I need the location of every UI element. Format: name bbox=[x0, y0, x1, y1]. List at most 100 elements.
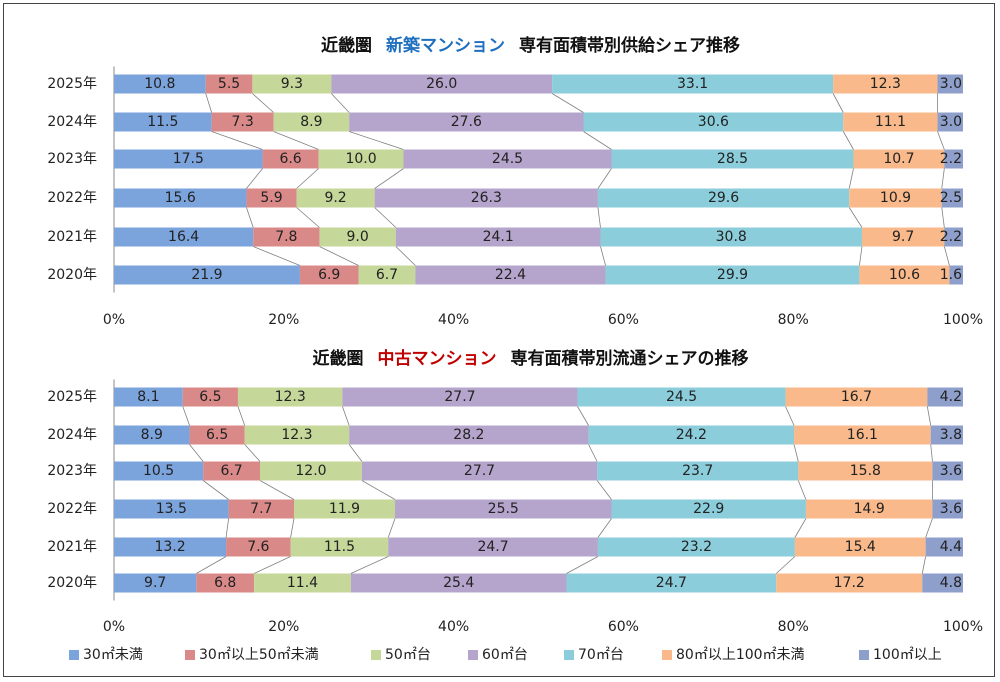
category-label: 2023年 bbox=[47, 151, 97, 167]
series-connector-line bbox=[225, 518, 230, 538]
series-connector-line bbox=[588, 444, 598, 462]
series-connector-line bbox=[253, 556, 291, 574]
bar-segment bbox=[600, 227, 862, 247]
data-label: 3.6 bbox=[940, 463, 962, 479]
data-label: 11.1 bbox=[875, 114, 906, 130]
bar-segment bbox=[290, 537, 389, 557]
data-label: 26.3 bbox=[471, 190, 502, 206]
x-tick-label: 40% bbox=[438, 312, 469, 328]
bar-segment bbox=[196, 573, 255, 593]
data-label: 14.9 bbox=[854, 501, 885, 517]
legend-item-label: 30㎡以上50㎡未満 bbox=[199, 647, 319, 663]
data-label: 29.6 bbox=[708, 190, 739, 206]
data-label: 15.4 bbox=[845, 539, 876, 555]
data-label: 2.2 bbox=[940, 151, 962, 167]
data-label: 24.7 bbox=[477, 539, 508, 555]
data-label: 6.5 bbox=[199, 389, 221, 405]
legend-item-label: 70㎡台 bbox=[578, 647, 624, 663]
data-label: 7.6 bbox=[247, 539, 269, 555]
data-label: 10.6 bbox=[889, 267, 920, 283]
data-label: 16.1 bbox=[847, 427, 878, 443]
legend-swatch bbox=[662, 650, 672, 660]
series-connector-line bbox=[930, 444, 933, 462]
series-connector-line bbox=[921, 556, 927, 574]
chart-1: 近畿圏 新築マンション 専有面積帯別供給シェア推移 2025年 10.8 5.5 9.3 26… bbox=[47, 35, 983, 328]
data-label: 16.7 bbox=[841, 389, 872, 405]
bar-segment bbox=[253, 227, 320, 247]
data-label: 7.8 bbox=[275, 229, 297, 245]
legend: 30㎡未満 30㎡以上50㎡未満 50㎡台 60㎡台 70㎡台 80㎡以上100㎡未満 10… bbox=[69, 647, 942, 663]
data-label: 10.5 bbox=[143, 463, 174, 479]
series-connector-line bbox=[566, 556, 599, 574]
bar-segment bbox=[932, 499, 963, 519]
bar-segment bbox=[182, 387, 238, 407]
data-label: 24.2 bbox=[676, 427, 707, 443]
data-label: 9.7 bbox=[892, 229, 914, 245]
bar-segment bbox=[349, 112, 584, 132]
bar-segment bbox=[299, 265, 359, 285]
series-connector-line bbox=[296, 168, 319, 189]
series-connector-line bbox=[342, 406, 350, 426]
data-label: 23.7 bbox=[682, 463, 713, 479]
bar-segment bbox=[114, 74, 206, 94]
bar-segment bbox=[597, 188, 850, 208]
series-connector-line bbox=[244, 444, 261, 462]
legend-swatch bbox=[564, 650, 574, 660]
bar-segment bbox=[927, 387, 963, 407]
data-label: 6.7 bbox=[220, 463, 242, 479]
data-label: 28.2 bbox=[453, 427, 484, 443]
series-connector-line bbox=[597, 168, 612, 189]
series-connector-line bbox=[319, 246, 359, 266]
data-label: 27.6 bbox=[451, 114, 482, 130]
data-label: 3.8 bbox=[940, 427, 962, 443]
category-label: 2024年 bbox=[47, 427, 97, 443]
series-connector-line bbox=[600, 246, 606, 266]
data-label: 17.2 bbox=[834, 575, 865, 591]
series-connector-line bbox=[296, 207, 320, 228]
data-label: 6.6 bbox=[279, 151, 301, 167]
bar-segment bbox=[114, 188, 247, 208]
bar-segment bbox=[114, 573, 197, 593]
chart-title-accent: 新築マンション bbox=[386, 35, 505, 56]
bar-segment bbox=[949, 265, 963, 285]
bar-segment bbox=[395, 227, 601, 247]
chart-title: 近畿圏 中古マンション 専有面積帯別流通シェアの推移 bbox=[313, 348, 749, 369]
chart-title-suffix: 専有面積帯別流通シェアの推移 bbox=[511, 348, 749, 369]
series-connector-line bbox=[785, 406, 795, 426]
data-label: 1.6 bbox=[940, 267, 962, 283]
series-connector-line bbox=[926, 406, 932, 426]
data-label: 8.1 bbox=[137, 389, 159, 405]
bar-segment bbox=[254, 573, 351, 593]
data-label: 12.0 bbox=[295, 463, 326, 479]
data-label: 9.7 bbox=[144, 575, 166, 591]
bar-segment bbox=[361, 461, 598, 481]
series-connector-line bbox=[937, 131, 945, 150]
bar-segment bbox=[260, 461, 362, 481]
x-tick-label: 60% bbox=[608, 312, 639, 328]
bar-segment bbox=[552, 74, 834, 94]
category-label: 2021年 bbox=[47, 539, 97, 555]
data-label: 12.3 bbox=[281, 427, 312, 443]
data-label: 33.1 bbox=[677, 76, 708, 92]
bar-segment bbox=[114, 112, 212, 132]
series-connector-line bbox=[348, 444, 363, 462]
legend-swatch bbox=[185, 650, 195, 660]
category-label: 2022年 bbox=[47, 501, 97, 517]
bar-segment bbox=[605, 265, 860, 285]
data-label: 13.5 bbox=[156, 501, 187, 517]
series-connector-line bbox=[941, 207, 945, 228]
series-connector-line bbox=[205, 93, 213, 113]
data-label: 30.8 bbox=[716, 229, 747, 245]
data-label: 2.2 bbox=[940, 229, 962, 245]
bar-segment bbox=[114, 537, 227, 557]
series-connector-line bbox=[252, 93, 274, 113]
series-connector-line bbox=[259, 480, 295, 500]
bar-segment bbox=[342, 387, 578, 407]
bar-segment bbox=[833, 74, 938, 94]
bar-segment bbox=[319, 227, 396, 247]
data-label: 15.6 bbox=[165, 190, 196, 206]
data-label: 3.0 bbox=[940, 114, 962, 130]
bar-segment bbox=[925, 537, 963, 557]
bar-segment bbox=[794, 537, 926, 557]
x-tick-label: 60% bbox=[608, 619, 639, 635]
